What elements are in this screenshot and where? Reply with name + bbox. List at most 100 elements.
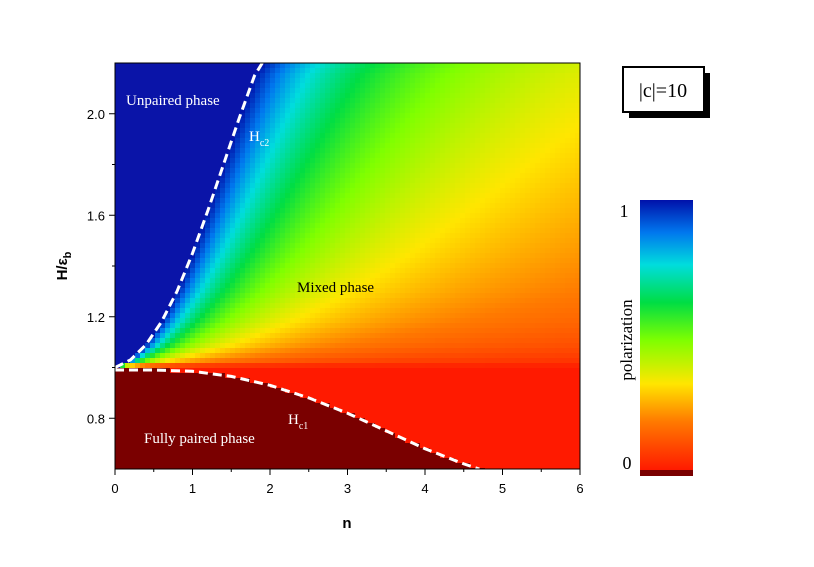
heatmap-cell (170, 328, 176, 334)
heatmap-cell (465, 228, 471, 234)
heatmap-cell (450, 328, 456, 334)
heatmap-cell (130, 323, 136, 329)
heatmap-cell (165, 63, 171, 69)
heatmap-cell (410, 223, 416, 229)
heatmap-cell (575, 63, 580, 69)
heatmap-cell (330, 233, 336, 239)
heatmap-cell (475, 178, 481, 184)
heatmap-cell (310, 63, 316, 69)
heatmap-cell (280, 188, 286, 194)
heatmap-cell (280, 258, 286, 264)
heatmap-cell (230, 193, 236, 199)
heatmap-cell (170, 148, 176, 154)
heatmap-cell (115, 263, 121, 269)
heatmap-cell (220, 73, 226, 79)
heatmap-cell (465, 128, 471, 134)
heatmap-cell (235, 213, 241, 219)
heatmap-cell (330, 93, 336, 99)
heatmap-cell (435, 128, 441, 134)
heatmap-cell (115, 153, 121, 159)
heatmap-cell (455, 63, 461, 69)
heatmap-cell (210, 68, 216, 74)
heatmap-cell (265, 158, 271, 164)
heatmap-cell (290, 138, 296, 144)
heatmap-cell (240, 248, 246, 254)
heatmap-cell (500, 118, 506, 124)
heatmap-cell (570, 228, 576, 234)
heatmap-cell (210, 218, 216, 224)
heatmap-cell (570, 163, 576, 169)
heatmap-cell (150, 218, 156, 224)
heatmap-cell (205, 228, 211, 234)
heatmap-cell (380, 113, 386, 119)
heatmap-cell (320, 113, 326, 119)
heatmap-cell (470, 248, 476, 254)
heatmap-cell (560, 163, 566, 169)
heatmap-cell (350, 118, 356, 124)
heatmap-cell (320, 103, 326, 109)
heatmap-cell (365, 278, 371, 284)
heatmap-cell (275, 278, 281, 284)
heatmap-cell (295, 173, 301, 179)
heatmap-cell (135, 228, 141, 234)
heatmap-cell (360, 308, 366, 314)
heatmap-cell (405, 88, 411, 94)
heatmap-cell (365, 258, 371, 264)
heatmap-cell (335, 238, 341, 244)
heatmap-cell (200, 163, 206, 169)
heatmap-cell (405, 253, 411, 259)
heatmap-cell (435, 193, 441, 199)
heatmap-cell (340, 263, 346, 269)
heatmap-cell (275, 178, 281, 184)
heatmap-cell (360, 178, 366, 184)
heatmap-cell (475, 303, 481, 309)
heatmap-cell (305, 98, 311, 104)
heatmap-cell (330, 158, 336, 164)
heatmap-cell (480, 98, 486, 104)
heatmap-cell (440, 223, 446, 229)
heatmap-cell (145, 138, 151, 144)
heatmap-cell (425, 73, 431, 79)
heatmap-cell (160, 278, 166, 284)
heatmap-cell (400, 158, 406, 164)
heatmap-cell (170, 308, 176, 314)
heatmap-cell (175, 68, 181, 74)
heatmap-cell (340, 203, 346, 209)
heatmap-cell (520, 228, 526, 234)
heatmap-cell (235, 318, 241, 324)
heatmap-cell (420, 83, 426, 89)
heatmap-cell (565, 88, 571, 94)
heatmap-cell (365, 73, 371, 79)
heatmap-cell (495, 268, 501, 274)
heatmap-cell (215, 158, 221, 164)
heatmap-cell (565, 188, 571, 194)
heatmap-cell (550, 263, 556, 269)
heatmap-cell (205, 78, 211, 84)
heatmap-cell (410, 108, 416, 114)
heatmap-cell (190, 153, 196, 159)
heatmap-cell (445, 313, 451, 319)
heatmap-cell (270, 143, 276, 149)
heatmap-cell (250, 188, 256, 194)
heatmap-cell (365, 313, 371, 319)
heatmap-cell (395, 288, 401, 294)
heatmap-cell (125, 238, 131, 244)
heatmap-cell (125, 118, 131, 124)
heatmap-cell (550, 103, 556, 109)
heatmap-cell (170, 303, 176, 309)
heatmap-cell (210, 168, 216, 174)
heatmap-cell (220, 93, 226, 99)
heatmap-cell (245, 253, 251, 259)
heatmap-cell (160, 193, 166, 199)
heatmap-cell (575, 233, 580, 239)
heatmap-cell (405, 183, 411, 189)
heatmap-cell (545, 293, 551, 299)
heatmap-cell (370, 233, 376, 239)
heatmap-cell (560, 168, 566, 174)
heatmap-cell (495, 78, 501, 84)
heatmap-cell (405, 258, 411, 264)
heatmap-cell (550, 183, 556, 189)
heatmap-cell (510, 253, 516, 259)
heatmap-cell (145, 168, 151, 174)
heatmap-cell (375, 238, 381, 244)
